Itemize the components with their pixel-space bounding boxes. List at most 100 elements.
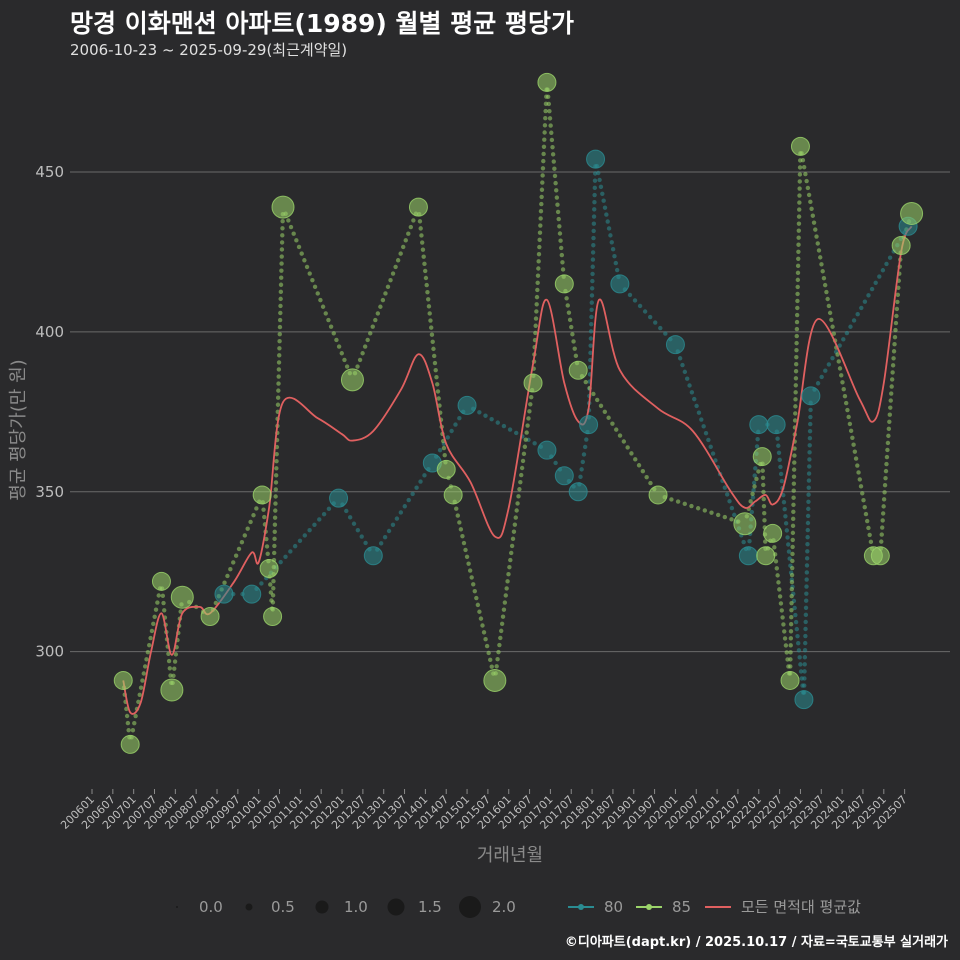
connector-dot-85 [856, 470, 861, 475]
connector-dot-80 [752, 473, 757, 478]
connector-dot-80 [848, 324, 853, 329]
data-point-80 [738, 546, 758, 566]
connector-dot-85 [420, 247, 426, 252]
connector-dot-85 [796, 249, 801, 254]
connector-dot-85 [777, 594, 783, 599]
connector-dot-85 [538, 216, 543, 221]
connector-dot-80 [808, 414, 813, 420]
connector-dot-80 [747, 538, 752, 544]
connector-dot-85 [788, 629, 794, 634]
connector-dot-80 [592, 185, 598, 191]
connector-dot-85 [810, 213, 816, 218]
connector-dot-85 [778, 601, 784, 606]
connector-dot-85 [422, 261, 427, 267]
connector-dot-85 [535, 280, 540, 286]
connector-dot-85 [841, 387, 846, 392]
connector-dot-85 [360, 351, 365, 356]
size-legend-key [176, 906, 178, 908]
connector-dot-80 [378, 541, 384, 546]
data-point-85 [160, 678, 184, 702]
connector-dot-80 [590, 278, 595, 284]
connector-dot-85 [435, 382, 440, 387]
connector-dot-85 [539, 187, 545, 192]
connector-dot-80 [590, 264, 595, 269]
data-point-85 [900, 202, 924, 226]
connector-dot-85 [536, 251, 542, 257]
connector-dot-85 [796, 256, 801, 261]
connector-dot-80 [884, 261, 889, 267]
connector-dot-85 [894, 306, 900, 312]
connector-dot-85 [125, 720, 131, 726]
connector-dot-85 [423, 268, 428, 274]
connector-dot-85 [892, 342, 897, 347]
data-point-85 [763, 523, 783, 543]
data-point-85 [200, 606, 220, 626]
connector-dot-80 [803, 640, 808, 646]
connector-dot-85 [822, 282, 828, 288]
connector-dot-80 [805, 541, 810, 547]
connector-dot-85 [793, 397, 798, 402]
connector-dot-80 [776, 443, 781, 448]
connector-dot-80 [386, 528, 392, 534]
connector-dot-80 [689, 390, 695, 395]
connector-dot-80 [297, 538, 303, 544]
connector-dot-85 [534, 294, 540, 300]
connector-dot-85 [851, 442, 856, 447]
connector-dot-85 [537, 244, 542, 250]
connector-dot-85 [302, 258, 307, 263]
connector-dot-85 [894, 313, 899, 319]
connector-dot-85 [887, 412, 892, 417]
y-tick-label: 350 [35, 483, 64, 501]
connector-dot-85 [172, 666, 177, 671]
connector-dot-85 [797, 200, 802, 205]
connector-dot-85 [454, 506, 459, 511]
connector-dot-85 [274, 459, 279, 464]
connector-dot-85 [272, 515, 278, 520]
connector-dot-80 [805, 527, 811, 533]
connector-dot-85 [846, 414, 851, 420]
connector-dot-85 [789, 593, 794, 599]
color-legend-label: 80 [604, 898, 623, 916]
connector-dot-80 [782, 507, 787, 512]
connector-dot-85 [804, 178, 809, 184]
connector-dot-80 [680, 362, 685, 368]
connector-dot-80 [749, 509, 755, 515]
connector-dot-80 [598, 184, 604, 190]
connector-dot-80 [418, 479, 423, 484]
connector-dot-80 [597, 177, 602, 183]
connector-dot-85 [460, 533, 465, 539]
data-point-80 [457, 395, 477, 415]
connector-dot-85 [837, 366, 843, 371]
connector-dot-85 [860, 491, 865, 496]
connector-dot-80 [786, 549, 792, 554]
connector-dot-85 [436, 396, 441, 401]
connector-dot-85 [536, 259, 541, 264]
connector-dot-85 [879, 532, 884, 537]
connector-dot-80 [591, 228, 596, 234]
connector-dot-85 [788, 657, 793, 662]
connector-dot-85 [132, 720, 137, 726]
connector-dot-85 [559, 252, 565, 258]
connector-dot-85 [463, 547, 468, 553]
connector-dot-80 [532, 441, 537, 446]
connector-dot-85 [816, 248, 822, 253]
connector-dot-85 [484, 643, 490, 649]
data-point-85 [756, 546, 776, 566]
connector-dot-85 [879, 539, 884, 544]
connector-dot-85 [793, 411, 798, 416]
connector-dot-80 [588, 357, 593, 363]
connector-dot-80 [477, 410, 482, 415]
connector-dot-85 [166, 651, 171, 657]
connector-dot-85 [494, 664, 499, 669]
connector-dot-85 [355, 364, 360, 369]
connector-dot-80 [658, 325, 663, 331]
connector-dot-80 [589, 314, 594, 320]
connector-dot-85 [145, 650, 151, 655]
connector-dot-85 [566, 310, 572, 315]
connector-dot-85 [882, 490, 887, 495]
connector-dot-85 [761, 496, 766, 502]
connector-dot-85 [307, 271, 312, 276]
connector-dot-85 [797, 172, 803, 177]
connector-dot-80 [584, 437, 589, 442]
connector-dot-85 [776, 580, 781, 585]
